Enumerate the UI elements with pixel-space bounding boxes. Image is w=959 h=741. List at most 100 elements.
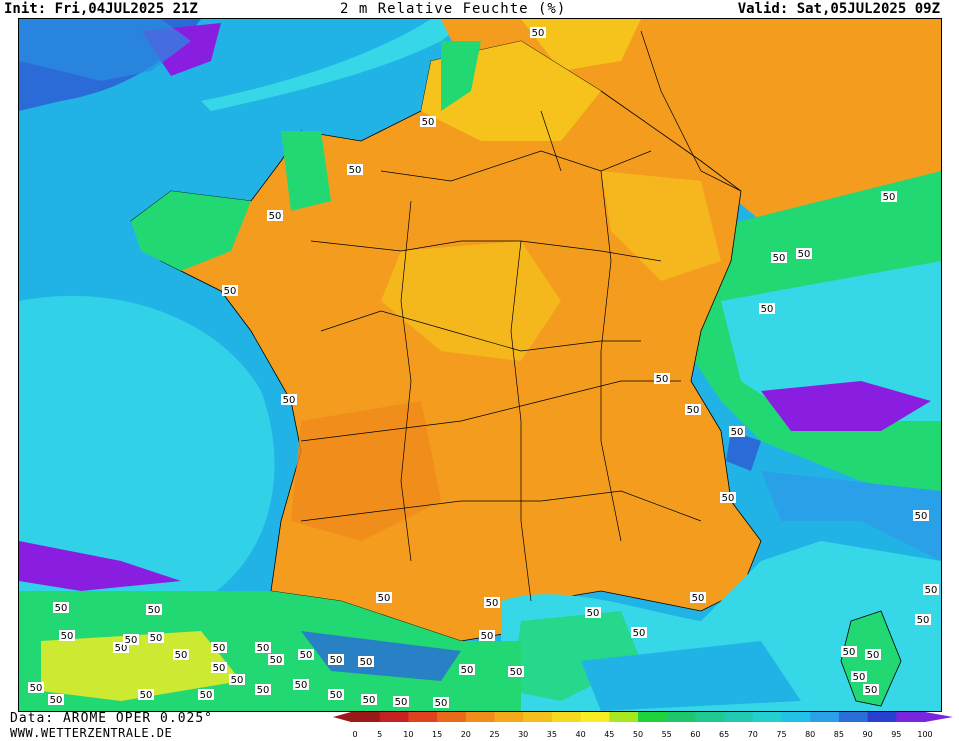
contour-label-bg — [358, 656, 374, 667]
contour-label: 50 — [422, 117, 435, 128]
legend-swatch — [408, 712, 438, 722]
contour-label: 50 — [300, 650, 313, 661]
contour-label-bg — [915, 614, 931, 625]
legend-swatch — [465, 712, 495, 722]
legend-swatch — [379, 712, 409, 722]
contour-label-bg — [771, 252, 787, 263]
contour-label: 50 — [55, 603, 68, 614]
contour-label: 50 — [722, 493, 735, 504]
legend-tick-label: 5 — [377, 730, 382, 739]
contour-label-bg — [420, 116, 436, 127]
contour-label: 50 — [125, 635, 138, 646]
contour-label: 50 — [148, 605, 161, 616]
contour-label-bg — [376, 592, 392, 603]
legend-tick-label: 15 — [432, 730, 442, 739]
contour-label: 50 — [30, 683, 43, 694]
contour-label: 50 — [360, 657, 373, 668]
contour-label-bg — [796, 248, 812, 259]
legend-tick-label: 75 — [776, 730, 786, 739]
contour-label: 50 — [853, 672, 866, 683]
legend-tick-label: 40 — [576, 730, 586, 739]
contour-label-bg — [298, 649, 314, 660]
map-title: 2 m Relative Feuchte (%) — [340, 1, 567, 17]
contour-label-bg — [433, 697, 449, 708]
contour-label: 50 — [656, 374, 669, 385]
legend-tick-label: 50 — [633, 730, 643, 739]
legend-swatch — [666, 712, 696, 722]
legend-swatch — [638, 712, 668, 722]
legend-tick-label: 35 — [547, 730, 557, 739]
contour-label: 50 — [867, 650, 880, 661]
contour-label-bg — [841, 646, 857, 657]
legend-low-arrow — [333, 712, 351, 722]
contour-label: 50 — [731, 427, 744, 438]
legend-swatch — [724, 712, 754, 722]
contour-label-bg — [328, 689, 344, 700]
contour-label: 50 — [200, 690, 213, 701]
legend-swatch — [695, 712, 725, 722]
contour-label-bg — [113, 642, 129, 653]
contour-label: 50 — [378, 593, 391, 604]
legend-swatch — [781, 712, 811, 722]
legend-swatch — [609, 712, 639, 722]
contour-label: 50 — [61, 631, 74, 642]
contour-label: 50 — [915, 511, 928, 522]
legend-swatch — [752, 712, 782, 722]
contour-label: 50 — [843, 647, 856, 658]
valid-time: Valid: Sat,05JUL2025 09Z — [737, 1, 940, 17]
contour-label-bg — [759, 303, 775, 314]
contour-label: 50 — [917, 615, 930, 626]
contour-label-bg — [222, 285, 238, 296]
legend-swatch — [437, 712, 467, 722]
contour-label: 50 — [257, 685, 270, 696]
contour-label-bg — [459, 664, 475, 675]
legend-tick-label: 80 — [805, 730, 815, 739]
legend-swatch — [523, 712, 553, 722]
legend-swatch — [867, 712, 897, 722]
contour-label-bg — [923, 584, 939, 595]
legend-tick-label: 45 — [604, 730, 614, 739]
contour-label-bg — [720, 492, 736, 503]
legend-tick-label: 60 — [690, 730, 700, 739]
contour-label-bg — [255, 642, 271, 653]
contour-label: 50 — [224, 286, 237, 297]
contour-label-bg — [53, 602, 69, 613]
contour-label-bg — [508, 666, 524, 677]
legend-swatch — [494, 712, 524, 722]
legend-swatch — [580, 712, 610, 722]
legend-tick-label: 55 — [662, 730, 672, 739]
contour-label: 50 — [269, 211, 282, 222]
region-borders — [300, 30, 742, 602]
contour-label-bg — [255, 684, 271, 695]
contour-label: 50 — [349, 165, 362, 176]
contour-label-bg — [393, 696, 409, 707]
contour-label: 50 — [231, 675, 244, 686]
contour-label: 50 — [50, 695, 63, 706]
contour-label: 50 — [461, 665, 474, 676]
contour-label-bg — [267, 210, 283, 221]
contour-label: 50 — [481, 631, 494, 642]
color-legend: 0 5 10 15 20 25 30 35 40 45 50 55 60 65 70 75 80 85 90 95 10… — [333, 712, 953, 739]
contour-label: 50 — [633, 628, 646, 639]
contour-label-bg — [173, 649, 189, 660]
legend-swatch — [551, 712, 582, 722]
contour-label-bg — [881, 191, 897, 202]
legend-tick-label: 30 — [518, 730, 528, 739]
contour-label: 50 — [140, 690, 153, 701]
contour-label-bg — [361, 694, 377, 705]
legend-swatch — [351, 712, 381, 722]
contour-label: 50 — [761, 304, 774, 315]
contour-label: 50 — [510, 667, 523, 678]
contour-label-bg — [123, 634, 139, 645]
contour-label: 50 — [330, 655, 343, 666]
contour-label-bg — [913, 510, 929, 521]
legend-tick-label: 100 — [917, 730, 932, 739]
contour-label: 50 — [295, 680, 308, 691]
legend-tick-label: 25 — [489, 730, 499, 739]
legend-tick-label: 0 — [352, 730, 357, 739]
contour-label: 50 — [587, 608, 600, 619]
contour-label: 50 — [283, 395, 296, 406]
legend-high-arrow — [925, 712, 953, 722]
contour-label-bg — [690, 592, 706, 603]
